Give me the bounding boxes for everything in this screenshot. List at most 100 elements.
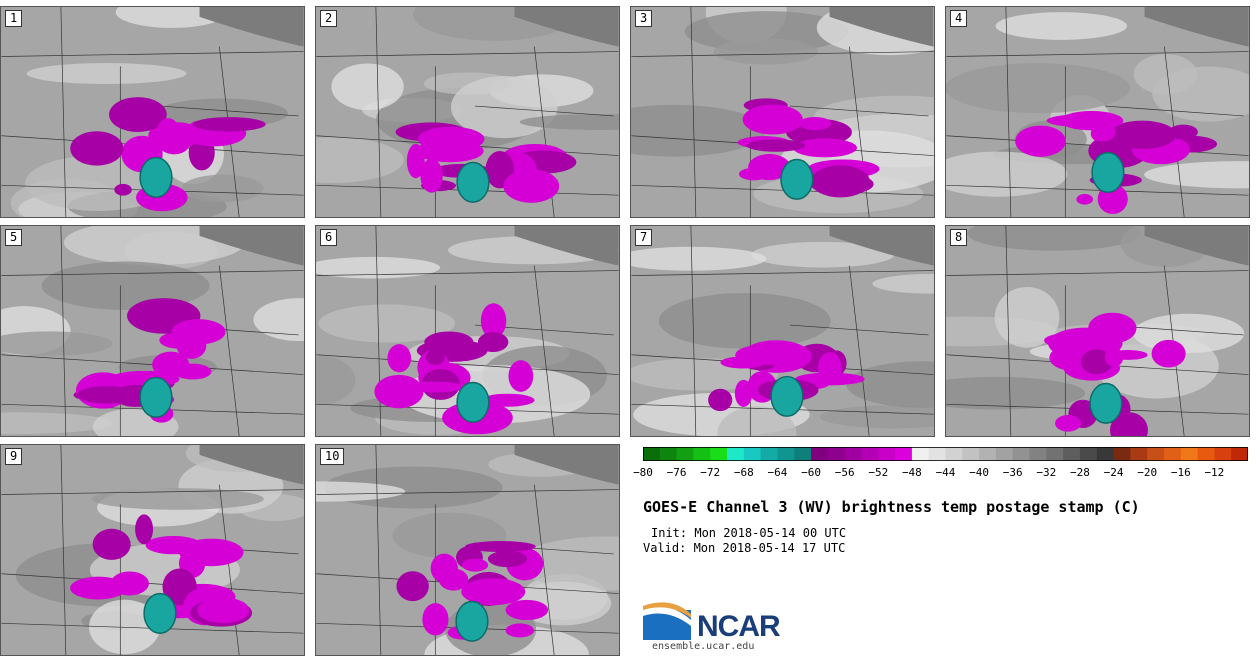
cloud-region [508,360,534,392]
cloud-region [92,528,131,560]
border-line [60,445,67,655]
border-line [1104,105,1244,117]
cloud-region [70,576,127,600]
border-line [1,51,304,57]
storm-core [456,161,490,203]
grey-band [967,226,1142,251]
colorbar-swatch [911,447,930,461]
panel-label: 4 [950,10,968,27]
cloud-region [1015,125,1066,157]
cloud-region [505,599,549,621]
panel-map [316,7,619,217]
cloud-region [798,116,832,131]
border-line [316,489,619,495]
panel-label: 8 [950,229,968,246]
cloud-region [396,571,429,602]
grey-band [994,286,1060,348]
border-line [219,265,240,436]
cloud-region [1060,111,1124,131]
border-line [631,270,934,276]
colorbar-tick-label: −80 [633,466,653,479]
dark-region [199,7,304,47]
border-line [631,184,934,196]
storm-core [139,156,173,198]
colorbar-tick-label: −76 [666,466,687,479]
grey-band [316,137,404,183]
storm-core [455,600,489,642]
panel-label: 2 [320,10,338,27]
grey-band [316,355,356,405]
colorbar-swatch [1046,447,1064,461]
colorbar-tick-label: −40 [969,466,990,479]
colorbar-swatch [743,447,762,461]
colorbar-ticks: −80 −76 −72 −68 −64 −60 −56 −52 −48 −44 −40 −36 −32−… [633,466,1248,482]
panel-8: 8 [945,225,1250,437]
panel-map [1,7,304,217]
border-line [534,265,555,436]
grey-band [995,12,1128,40]
panel-label: 1 [5,10,23,27]
panel-map [631,7,934,217]
panel-label: 6 [320,229,338,246]
border-line [946,270,1249,276]
colorbar-tick-label: −16 [1170,466,1191,479]
colorbar-tick-label: −64 [767,466,788,479]
cloud-region [503,169,560,203]
storm-core [1091,151,1125,193]
colorbar-tick-label: −32 [1036,466,1057,479]
cloud-region [708,388,733,412]
panel-label: 7 [635,229,653,246]
panel-label: 9 [5,448,23,465]
colorbar-tick-label: −44 [935,466,956,479]
colorbar-swatch [811,447,829,461]
colorbar-swatch [643,447,661,461]
dark-region [829,226,934,266]
cloud-region [1151,339,1186,368]
colorbar-swatch [1163,447,1182,461]
colorbar-swatch [710,447,728,461]
border-line [1,270,304,276]
border-line [690,7,697,217]
panel-3: 3 [630,6,935,218]
border-line [789,324,929,336]
colorbar-swatch [962,447,980,461]
border-line [789,105,929,117]
panel-4: 4 [945,6,1250,218]
border-line [219,484,240,655]
colorbar-swatch [844,447,862,461]
dark-region [514,445,619,485]
storm-core [139,376,173,418]
storm-core [456,381,490,423]
cloud-region [810,173,874,195]
colorbar-tick-label: −48 [901,466,922,479]
cloud-region [477,332,509,353]
border-line [690,226,697,436]
cloud-region [461,578,526,606]
cloud-region [417,126,485,152]
panel-map [1,226,304,436]
colorbar-tick-label: −24 [1103,466,1124,479]
cloud-region [70,131,124,166]
colorbar-tick-label: −68 [733,466,754,479]
colorbar-swatch [1231,447,1249,461]
cloud-region [424,331,474,353]
colorbar-swatch [1029,447,1047,461]
colorbar-tick-label: −20 [1137,466,1158,479]
cloud-region [746,139,806,152]
panel-1: 1 [0,6,305,218]
panel-label: 3 [635,10,653,27]
cloud-region [425,349,445,365]
colorbar-tick-label: −56 [834,466,855,479]
grey-band [872,273,934,294]
panel-10: 10 [315,444,620,656]
colorbar-swatch [979,447,997,461]
cloud-region [465,541,536,552]
grey-band [946,63,1131,114]
colorbar-tick-label: −52 [868,466,889,479]
cloud-region [192,117,266,132]
cloud-region [1104,347,1124,367]
cloud-region [114,183,132,196]
panel-2: 2 [315,6,620,218]
border-line [316,354,619,375]
cloud-region [374,374,424,409]
